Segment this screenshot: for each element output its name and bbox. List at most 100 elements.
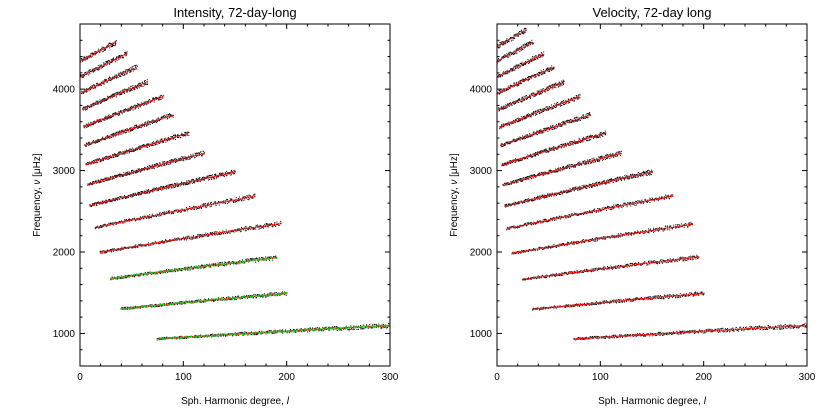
mode-point	[123, 246, 125, 248]
fit-point-red	[94, 68, 97, 70]
mode-point	[145, 146, 147, 148]
mode-point	[123, 89, 125, 91]
mode-point	[110, 117, 112, 119]
mode-point	[177, 211, 179, 213]
mode-point	[106, 137, 108, 139]
fit-point-green	[280, 331, 283, 334]
fit-point-red	[109, 135, 111, 138]
mode-point	[192, 238, 194, 240]
mode-point	[98, 48, 100, 50]
mode-point	[285, 329, 287, 331]
fit-point-red	[82, 108, 84, 111]
mode-point	[227, 199, 229, 201]
fit-point-red	[162, 212, 165, 215]
mode-point	[228, 201, 230, 203]
mode-point	[170, 159, 172, 161]
mode-point	[149, 168, 151, 170]
mode-point	[133, 217, 135, 219]
mode-point	[151, 168, 153, 170]
mode-point	[99, 102, 101, 104]
mode-point	[255, 258, 257, 260]
mode-point	[96, 101, 98, 103]
mode-point	[128, 171, 130, 173]
fit-point-red	[118, 197, 121, 200]
mode-point	[89, 73, 91, 75]
mode-point	[109, 60, 111, 62]
mode-point	[214, 231, 216, 233]
mode-point	[262, 257, 264, 259]
mode-point	[106, 63, 108, 65]
fit-point-red	[119, 131, 122, 134]
mode-point	[274, 292, 276, 294]
fit-point-red	[256, 226, 259, 228]
mode-point	[163, 211, 165, 213]
mode-point	[126, 131, 128, 133]
mode-point	[113, 156, 115, 158]
mode-point	[166, 241, 168, 243]
mode-point	[133, 65, 135, 67]
fit-point-red	[128, 149, 131, 152]
fit-point-red	[128, 246, 131, 249]
fit-point-green	[234, 261, 236, 264]
mode-point	[101, 137, 103, 139]
mode-point	[134, 104, 136, 106]
fit-point-red	[161, 241, 164, 243]
mode-point	[176, 134, 178, 136]
fit-point-red	[119, 56, 122, 58]
fit-point-red	[102, 224, 105, 227]
mode-point	[119, 196, 121, 198]
mode-point	[255, 228, 257, 230]
fit-point-red	[259, 294, 261, 297]
fit-point-green	[254, 259, 257, 262]
mode-point	[101, 64, 103, 66]
mode-point	[134, 108, 136, 110]
mode-point	[110, 249, 112, 251]
fit-point-red	[122, 173, 125, 176]
mode-point	[254, 258, 256, 260]
fit-point-red	[359, 326, 361, 329]
mode-point	[132, 66, 134, 68]
mode-point	[271, 226, 273, 228]
mode-point	[371, 327, 373, 329]
mode-point	[239, 331, 241, 333]
mode-point	[175, 185, 177, 187]
fit-point-red	[166, 303, 168, 306]
mode-point	[104, 200, 106, 202]
fit-point-green	[278, 293, 280, 295]
mode-point	[138, 170, 140, 172]
mode-point	[117, 113, 119, 115]
fit-point-red	[212, 203, 215, 205]
mode-point	[215, 173, 217, 175]
mode-point	[101, 200, 103, 202]
mode-point	[160, 241, 162, 243]
fit-point-red	[113, 94, 115, 97]
fit-point-red	[203, 265, 205, 268]
mode-point	[267, 330, 269, 332]
fit-point-red	[176, 159, 178, 161]
fit-point-red	[104, 201, 106, 203]
mode-point	[101, 136, 103, 138]
fit-point-green	[151, 271, 154, 274]
mode-point	[102, 226, 104, 228]
mode-point	[169, 239, 171, 241]
fit-point-red	[167, 116, 169, 118]
mode-point	[139, 85, 141, 87]
fit-point-red	[139, 104, 141, 106]
mode-point	[117, 248, 119, 250]
fit-point-red	[182, 182, 185, 184]
mode-point	[88, 122, 90, 124]
mode-point	[122, 308, 124, 310]
mode-point	[166, 211, 168, 213]
fit-point-red	[115, 133, 117, 135]
mode-point	[207, 235, 209, 237]
mode-point	[151, 120, 153, 122]
mode-point	[134, 192, 136, 194]
mode-point	[88, 142, 90, 144]
fit-point-red	[83, 58, 85, 60]
mode-point	[101, 139, 103, 141]
mode-point	[198, 178, 200, 180]
mode-point	[97, 180, 99, 182]
mode-point	[124, 150, 126, 152]
mode-point	[126, 90, 128, 92]
mode-point	[145, 244, 147, 246]
